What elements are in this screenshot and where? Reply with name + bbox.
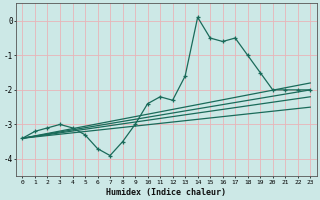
X-axis label: Humidex (Indice chaleur): Humidex (Indice chaleur) (106, 188, 226, 197)
